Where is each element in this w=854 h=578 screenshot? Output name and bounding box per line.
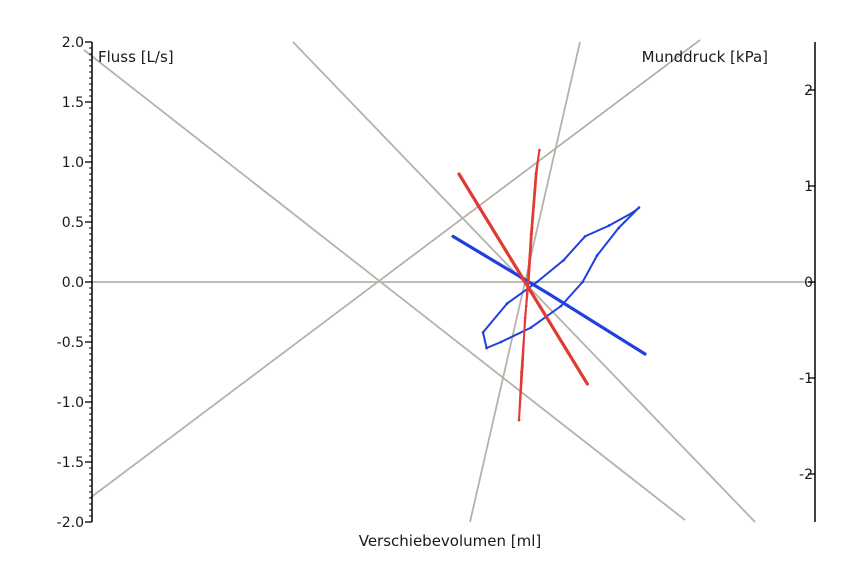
data-point <box>517 418 521 422</box>
data-point <box>538 148 541 152</box>
left-tick-label: -1.5 <box>57 455 84 471</box>
data-point <box>523 280 527 284</box>
left-tick-label: 1.5 <box>62 95 84 111</box>
right-axis: 2 1 0 -1 -2 <box>799 42 816 522</box>
data-point <box>481 331 485 334</box>
right-tick-label: -1 <box>799 371 813 387</box>
right-tick-label: 0 <box>804 275 813 291</box>
x-axis-title: Verschiebevolumen [ml] <box>359 532 542 550</box>
data-point <box>523 316 527 320</box>
left-tick-label: 0.0 <box>62 275 84 291</box>
data-point <box>534 172 538 176</box>
data-point <box>527 280 530 284</box>
data-point <box>607 224 611 227</box>
left-tick-label: 0.5 <box>62 215 84 231</box>
data-point <box>586 382 589 386</box>
data-point <box>505 302 509 305</box>
right-axis-title: Munddruck [kPa] <box>642 48 768 66</box>
reference-line-5 <box>89 39 701 499</box>
left-axis-title: Fluss [L/s] <box>98 48 174 66</box>
data-point <box>643 352 647 356</box>
data-point <box>529 326 533 329</box>
data-point <box>451 235 455 238</box>
data-point <box>562 259 565 262</box>
reference-line-2 <box>83 49 686 521</box>
left-tick-label: -1.0 <box>57 395 84 411</box>
data-point <box>547 292 551 296</box>
left-tick-label: -0.5 <box>57 335 84 351</box>
data-point <box>583 235 587 238</box>
reference-lines <box>83 39 815 523</box>
data-series <box>451 148 647 422</box>
data-point <box>535 280 539 284</box>
left-tick-label: 2.0 <box>62 35 84 51</box>
data-point <box>559 304 563 308</box>
data-series-1 <box>482 206 640 349</box>
data-point <box>617 226 620 230</box>
data-point <box>521 364 524 368</box>
data-point <box>581 280 584 284</box>
right-tick-label: 2 <box>804 83 813 99</box>
data-point <box>485 346 488 350</box>
data-point <box>535 166 539 170</box>
data-point <box>499 340 503 344</box>
left-tick-label: -2.0 <box>57 515 84 531</box>
right-tick-label: 1 <box>804 179 813 195</box>
right-tick-label: -2 <box>799 467 813 483</box>
data-point <box>637 206 641 209</box>
left-tick-label: 1.0 <box>62 155 84 171</box>
data-point <box>530 226 534 230</box>
data-point <box>457 172 461 176</box>
data-point <box>529 232 533 236</box>
data-point <box>524 304 528 308</box>
left-axis: 2.0 1.5 1.0 0.5 0.0 -0.5 -1.0 -1.5 -2.0 <box>57 35 93 531</box>
data-point <box>631 211 635 214</box>
data-point <box>520 370 523 374</box>
data-point <box>595 254 599 257</box>
